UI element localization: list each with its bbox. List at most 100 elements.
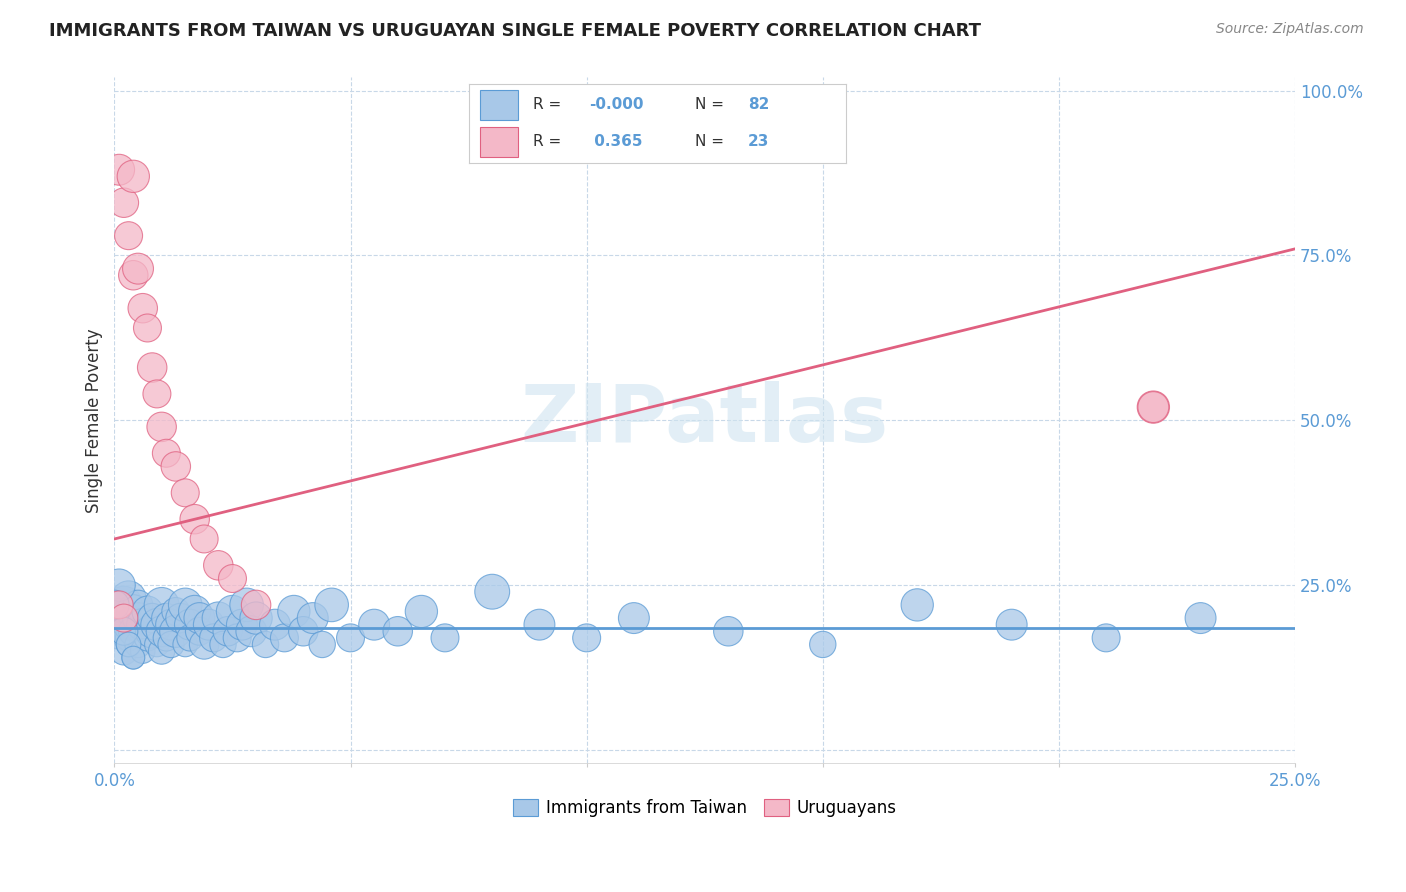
Point xyxy=(235,598,257,612)
Point xyxy=(411,605,433,619)
Point xyxy=(112,624,135,639)
Point xyxy=(169,611,191,625)
Point xyxy=(183,605,205,619)
Point xyxy=(193,637,215,651)
Point xyxy=(160,617,183,632)
Point xyxy=(1189,611,1212,625)
Point xyxy=(117,631,139,645)
Point xyxy=(108,578,131,592)
Point xyxy=(193,532,215,546)
Point xyxy=(122,650,145,665)
Point xyxy=(141,611,163,625)
Point xyxy=(481,584,503,599)
Point xyxy=(108,162,131,177)
Point xyxy=(264,617,287,632)
Y-axis label: Single Female Poverty: Single Female Poverty xyxy=(86,328,103,513)
Point xyxy=(207,611,229,625)
Point xyxy=(146,617,169,632)
Point xyxy=(311,637,333,651)
Point xyxy=(122,624,145,639)
Point xyxy=(292,624,315,639)
Point xyxy=(231,617,253,632)
Point xyxy=(321,598,343,612)
Point xyxy=(122,268,145,283)
Point xyxy=(141,624,163,639)
Point xyxy=(150,420,173,434)
Point xyxy=(112,611,135,625)
Point xyxy=(1095,631,1118,645)
Point xyxy=(150,644,173,658)
Point xyxy=(717,624,740,639)
Point xyxy=(112,624,135,639)
Point xyxy=(1142,400,1164,414)
Point xyxy=(174,598,197,612)
Point xyxy=(117,637,139,651)
Text: IMMIGRANTS FROM TAIWAN VS URUGUAYAN SINGLE FEMALE POVERTY CORRELATION CHART: IMMIGRANTS FROM TAIWAN VS URUGUAYAN SING… xyxy=(49,22,981,40)
Point xyxy=(221,605,243,619)
Point xyxy=(117,591,139,606)
Point xyxy=(117,637,139,651)
Point xyxy=(160,637,183,651)
Point xyxy=(240,624,263,639)
Point xyxy=(122,605,145,619)
Point xyxy=(811,637,834,651)
Point xyxy=(363,617,385,632)
Point xyxy=(198,617,221,632)
Point xyxy=(117,617,139,632)
Point xyxy=(905,598,928,612)
Point xyxy=(136,321,159,335)
Point xyxy=(150,598,173,612)
Point xyxy=(245,598,267,612)
Point xyxy=(117,228,139,243)
Point xyxy=(623,611,645,625)
Point xyxy=(127,261,149,276)
Point xyxy=(127,637,149,651)
Point xyxy=(127,598,149,612)
Point xyxy=(575,631,598,645)
Point xyxy=(112,195,135,210)
Point xyxy=(529,617,551,632)
Point xyxy=(273,631,295,645)
Point xyxy=(146,637,169,651)
Point xyxy=(136,605,159,619)
Point xyxy=(165,459,187,474)
Point xyxy=(155,611,177,625)
Point xyxy=(146,387,169,401)
Point xyxy=(155,631,177,645)
Point xyxy=(122,650,145,665)
Point xyxy=(188,611,211,625)
Point xyxy=(150,624,173,639)
Point xyxy=(108,598,131,612)
Point xyxy=(179,631,201,645)
Point xyxy=(136,631,159,645)
Point xyxy=(141,360,163,375)
Point xyxy=(112,598,135,612)
Point xyxy=(174,637,197,651)
Point xyxy=(188,624,211,639)
Text: Source: ZipAtlas.com: Source: ZipAtlas.com xyxy=(1216,22,1364,37)
Point xyxy=(339,631,361,645)
Point xyxy=(433,631,456,645)
Point xyxy=(132,644,155,658)
Point xyxy=(112,644,135,658)
Point xyxy=(127,611,149,625)
Point xyxy=(103,598,125,612)
Legend: Immigrants from Taiwan, Uruguayans: Immigrants from Taiwan, Uruguayans xyxy=(506,792,904,823)
Point xyxy=(387,624,409,639)
Point xyxy=(217,624,239,639)
Point xyxy=(207,558,229,573)
Point xyxy=(226,631,249,645)
Point xyxy=(1142,400,1164,414)
Point xyxy=(165,624,187,639)
Point xyxy=(1001,617,1024,632)
Point xyxy=(301,611,323,625)
Point xyxy=(122,169,145,184)
Point xyxy=(108,605,131,619)
Point xyxy=(245,611,267,625)
Point xyxy=(254,637,277,651)
Point xyxy=(108,631,131,645)
Point xyxy=(212,637,235,651)
Point xyxy=(174,485,197,500)
Point xyxy=(155,446,177,460)
Text: ZIPatlas: ZIPatlas xyxy=(520,381,889,459)
